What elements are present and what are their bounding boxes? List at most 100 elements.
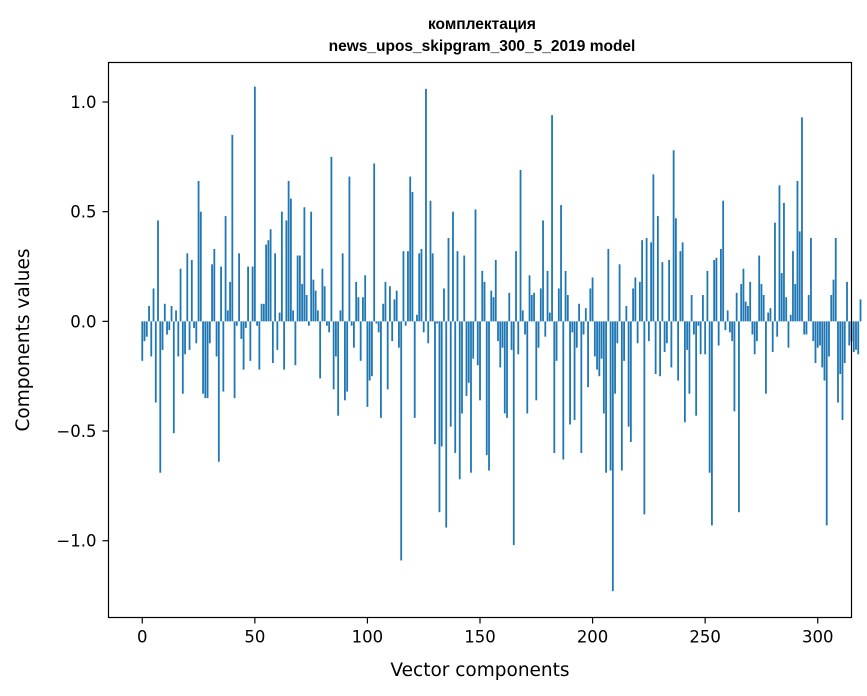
bar [341, 253, 344, 322]
bar [224, 216, 227, 322]
bar [321, 268, 324, 322]
bar [571, 321, 574, 333]
bar [195, 321, 198, 344]
bar [740, 284, 743, 322]
bar [780, 273, 783, 322]
bar [278, 312, 281, 322]
bar [276, 321, 279, 350]
bar [449, 321, 452, 427]
bar [783, 202, 785, 322]
bar [774, 222, 776, 322]
bar [391, 321, 394, 342]
bar [386, 321, 389, 390]
bar [747, 306, 749, 322]
bar [226, 310, 229, 322]
bar [303, 207, 306, 322]
bar [625, 306, 628, 322]
bar [157, 220, 159, 322]
bar [645, 237, 648, 322]
bar [647, 321, 650, 342]
bar [283, 321, 286, 370]
bar [472, 321, 475, 359]
bar [859, 299, 862, 322]
bar [258, 321, 261, 370]
bar [337, 321, 340, 416]
bar [679, 251, 682, 322]
bar [650, 242, 653, 322]
bar [711, 321, 713, 526]
bar [344, 321, 346, 401]
bar [674, 218, 677, 322]
bar [819, 321, 821, 346]
bar [330, 156, 333, 322]
bar [382, 303, 385, 322]
bar [307, 321, 310, 326]
bar [251, 266, 254, 322]
bar [735, 292, 738, 322]
bar [220, 266, 222, 322]
bar [562, 321, 565, 460]
bar [499, 321, 502, 368]
bar [733, 321, 736, 412]
chart-subtitle: news_upos_skipgram_300_5_2019 model [329, 38, 636, 55]
bar [611, 321, 614, 592]
bar [695, 321, 698, 416]
bar [683, 321, 686, 423]
bar [814, 321, 817, 364]
bar [190, 259, 193, 322]
bar [758, 255, 761, 322]
bar [159, 321, 162, 473]
bar [231, 134, 234, 322]
bar [326, 321, 328, 326]
bar [244, 321, 247, 328]
bar [454, 321, 457, 453]
bar [463, 255, 466, 322]
bar [753, 321, 756, 355]
y-tick-label: 0.5 [70, 203, 96, 222]
bar [573, 321, 576, 421]
bar [699, 321, 702, 355]
bar [265, 244, 268, 322]
bar [393, 299, 396, 322]
bar [208, 321, 211, 344]
bar [289, 198, 292, 322]
bar [803, 321, 806, 335]
bar [578, 303, 580, 322]
bar [434, 321, 436, 445]
bar [823, 321, 826, 381]
bar [846, 281, 848, 322]
bar [485, 321, 488, 456]
bar [371, 321, 373, 377]
bar [843, 321, 846, 364]
bar [197, 180, 200, 322]
bar [240, 321, 243, 339]
bar [474, 209, 477, 322]
bar [366, 321, 369, 407]
bar [629, 321, 632, 442]
bar [425, 88, 427, 322]
bar [377, 321, 380, 333]
bar [479, 321, 481, 401]
bar [623, 321, 625, 361]
bar [805, 321, 808, 335]
bar [765, 321, 767, 394]
bar [310, 211, 313, 322]
bar [587, 321, 589, 388]
bar [580, 321, 583, 453]
bar [830, 295, 833, 322]
bar [305, 295, 308, 322]
bar [857, 321, 860, 355]
x-tick-label: 150 [464, 628, 496, 647]
bar [690, 295, 693, 322]
bar [526, 321, 529, 414]
x-tick-label: 50 [244, 628, 265, 647]
bar [235, 321, 238, 326]
x-axis-label: Vector components [390, 660, 569, 681]
y-axis-label: Components values [13, 248, 34, 431]
bar [355, 281, 358, 322]
bar [319, 321, 322, 379]
bar [670, 321, 673, 368]
bar [506, 321, 508, 418]
bar [598, 321, 601, 377]
